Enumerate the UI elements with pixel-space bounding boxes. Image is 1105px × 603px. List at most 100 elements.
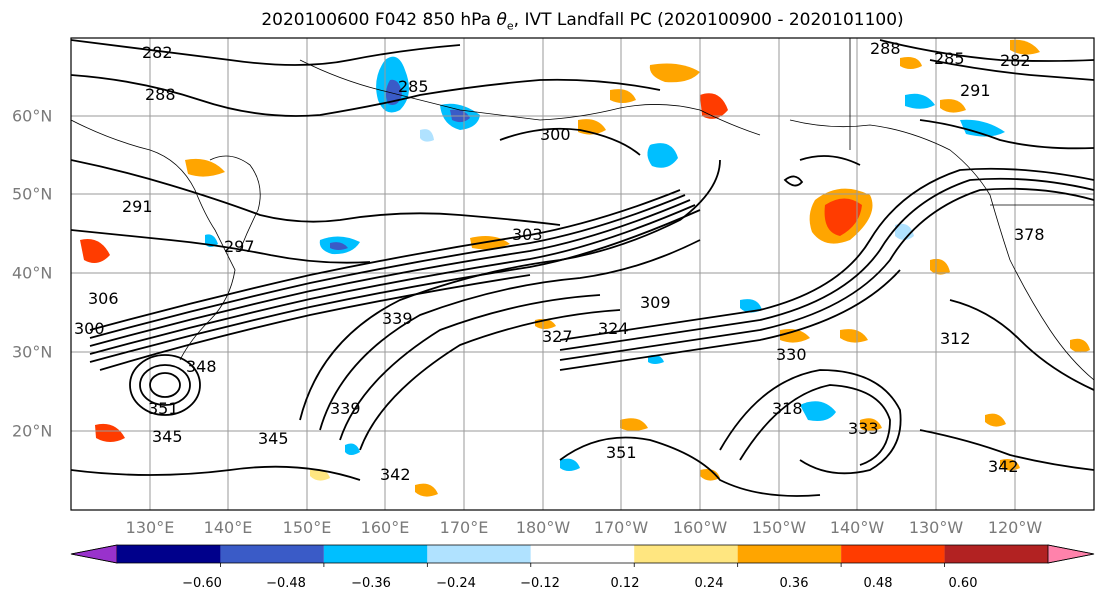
colorbar-segment bbox=[530, 545, 635, 563]
positive-patch-strong bbox=[700, 93, 728, 119]
colorbar-extend-max bbox=[1047, 544, 1095, 564]
contour-south-west bbox=[71, 465, 361, 481]
jet-contour bbox=[99, 274, 531, 371]
contour-label: 297 bbox=[224, 237, 255, 256]
gridlines bbox=[71, 38, 1094, 510]
positive-patch-strong bbox=[80, 239, 110, 264]
positive-patch bbox=[649, 63, 700, 83]
contour-288 bbox=[71, 74, 661, 117]
cyclone-contour bbox=[139, 364, 191, 406]
lon-label-140e: 140°E bbox=[203, 518, 253, 537]
lon-label-180: 180°W bbox=[515, 518, 571, 537]
lon-label-160e: 160°E bbox=[360, 518, 410, 537]
negative-patch bbox=[560, 458, 580, 471]
negative-patch bbox=[800, 401, 836, 421]
positive-patch bbox=[940, 99, 966, 113]
colorbar-frame bbox=[70, 544, 1095, 564]
positive-patch bbox=[900, 57, 922, 69]
colorbar-segment bbox=[634, 545, 738, 563]
lat-label-50n: 50°N bbox=[12, 184, 53, 204]
asia-coast bbox=[71, 119, 236, 361]
lon-label-130e: 130°E bbox=[125, 518, 175, 537]
negative-patch-weak bbox=[420, 129, 434, 142]
map-frame bbox=[70, 37, 1095, 511]
contour-label: 288 bbox=[870, 39, 901, 58]
na-coast bbox=[789, 119, 1094, 381]
positive-patch-strong bbox=[824, 198, 862, 236]
lon-label-130w: 130°W bbox=[908, 518, 964, 537]
jet-contour bbox=[89, 199, 691, 347]
contour-label: 330 bbox=[776, 345, 807, 364]
japan-coast bbox=[209, 155, 261, 251]
colorbar-segment bbox=[944, 545, 1048, 563]
colorbar-segment bbox=[117, 545, 221, 563]
positive-patch bbox=[620, 418, 648, 431]
contour-300-north bbox=[499, 127, 641, 156]
contour-south bbox=[559, 436, 821, 497]
positive-patch bbox=[700, 469, 720, 481]
contour-297 bbox=[71, 229, 371, 264]
positive-patch-strong bbox=[95, 423, 125, 442]
lon-label-160w: 160°W bbox=[672, 518, 728, 537]
lon-label-170e: 170°E bbox=[439, 518, 489, 537]
colorbar-tick-label: 0.24 bbox=[694, 576, 724, 591]
contour-label: 342 bbox=[988, 457, 1019, 476]
contour-ne bbox=[919, 119, 1094, 150]
contour-label: 306 bbox=[88, 289, 119, 308]
contour-small bbox=[783, 175, 804, 187]
positive-patch bbox=[860, 418, 882, 431]
colorbar bbox=[70, 544, 1095, 567]
figure-title: 2020100600 F042 850 hPa θe, IVT Landfall… bbox=[261, 10, 904, 33]
contour-se bbox=[919, 429, 1094, 471]
contour-labels: 282 288 285 300 291 297 300 306 348 351 … bbox=[74, 39, 1045, 484]
contour-label: 291 bbox=[960, 81, 991, 100]
contour-label: 339 bbox=[330, 399, 361, 418]
jet-contour bbox=[89, 189, 681, 331]
colorbar-tick-label: −0.60 bbox=[182, 576, 222, 591]
colorbar-tick-label: −0.36 bbox=[351, 576, 391, 591]
contour-label: 351 bbox=[606, 443, 637, 462]
contour-label: 285 bbox=[398, 77, 429, 96]
negative-patch bbox=[740, 299, 762, 313]
lon-label-150w: 150°W bbox=[751, 518, 807, 537]
coastlines bbox=[71, 38, 1094, 381]
colorbar-tick-label: −0.48 bbox=[266, 576, 306, 591]
contour-east bbox=[559, 167, 1094, 341]
negative-patch bbox=[905, 93, 935, 109]
contour-loop bbox=[739, 384, 891, 466]
negative-patch-strong bbox=[330, 242, 348, 250]
jet-contour bbox=[89, 194, 686, 339]
contour-label: 342 bbox=[380, 465, 411, 484]
contour-arc bbox=[339, 294, 601, 441]
bering-coast bbox=[299, 59, 761, 136]
positive-patch bbox=[185, 158, 225, 177]
colorbar-segment bbox=[427, 545, 531, 563]
positive-patch bbox=[610, 89, 636, 103]
lon-label-150e: 150°E bbox=[282, 518, 332, 537]
contour-label: 309 bbox=[640, 293, 671, 312]
lat-label-60n: 60°N bbox=[12, 106, 53, 126]
theta-e-contours bbox=[71, 39, 1094, 497]
negative-patch bbox=[345, 443, 360, 455]
cyclone-contour bbox=[129, 354, 201, 416]
colorbar-segment bbox=[841, 545, 945, 563]
contour-east bbox=[559, 269, 901, 371]
contour-291 bbox=[71, 159, 561, 226]
contour-label: 282 bbox=[142, 43, 173, 62]
contour-label: 285 bbox=[934, 49, 965, 68]
lon-label-140w: 140°W bbox=[829, 518, 885, 537]
jet-contour bbox=[89, 204, 696, 355]
contour-ne bbox=[879, 39, 1094, 62]
jet-contour bbox=[89, 209, 701, 363]
contour-label: 291 bbox=[122, 197, 153, 216]
contour-arc bbox=[299, 159, 721, 421]
positive-patch bbox=[1010, 39, 1040, 55]
contour-label: 300 bbox=[74, 319, 105, 338]
contour-arc bbox=[359, 309, 621, 451]
contour-east bbox=[559, 177, 1094, 351]
map-content: 282 288 285 300 291 297 300 306 348 351 … bbox=[71, 38, 1094, 510]
negative-patch bbox=[960, 119, 1005, 137]
positive-patch bbox=[840, 329, 868, 343]
contour-east bbox=[559, 187, 1094, 361]
